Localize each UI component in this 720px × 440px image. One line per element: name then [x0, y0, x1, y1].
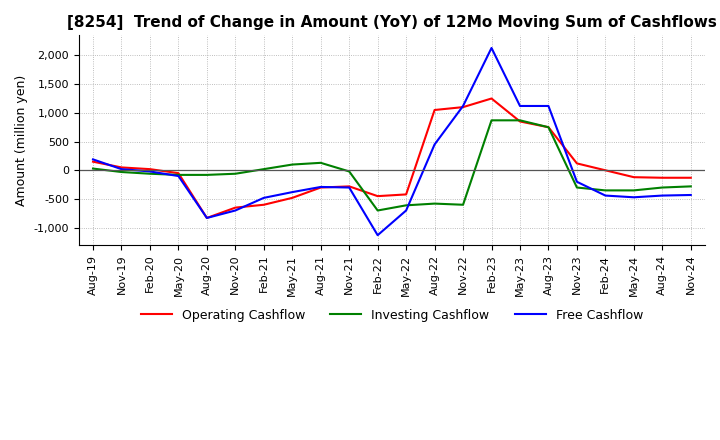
Operating Cashflow [374, 194, 382, 199]
Operating Cashflow [459, 104, 467, 110]
Operating Cashflow [288, 195, 297, 201]
Operating Cashflow [431, 107, 439, 113]
Free Cashflow [459, 103, 467, 109]
Operating Cashflow [629, 175, 638, 180]
Operating Cashflow [345, 184, 354, 189]
Investing Cashflow [686, 184, 695, 189]
Operating Cashflow [544, 125, 553, 130]
Free Cashflow [402, 208, 410, 213]
Free Cashflow [431, 142, 439, 147]
Operating Cashflow [202, 215, 211, 220]
Investing Cashflow [658, 185, 667, 190]
Free Cashflow [686, 192, 695, 198]
Investing Cashflow [487, 117, 496, 123]
Investing Cashflow [572, 185, 581, 190]
Investing Cashflow [231, 171, 240, 176]
Free Cashflow [174, 173, 183, 179]
Investing Cashflow [117, 169, 126, 175]
Line: Investing Cashflow: Investing Cashflow [93, 120, 690, 210]
Operating Cashflow [487, 96, 496, 101]
Free Cashflow [288, 190, 297, 195]
Investing Cashflow [202, 172, 211, 177]
Investing Cashflow [174, 172, 183, 177]
Investing Cashflow [601, 188, 610, 193]
Operating Cashflow [402, 192, 410, 197]
Free Cashflow [487, 45, 496, 51]
Free Cashflow [601, 193, 610, 198]
Free Cashflow [202, 215, 211, 220]
Line: Operating Cashflow: Operating Cashflow [93, 99, 690, 218]
Free Cashflow [117, 166, 126, 172]
Operating Cashflow [601, 168, 610, 173]
Free Cashflow [658, 193, 667, 198]
Free Cashflow [231, 208, 240, 213]
Line: Free Cashflow: Free Cashflow [93, 48, 690, 235]
Free Cashflow [572, 179, 581, 184]
Free Cashflow [629, 194, 638, 200]
Free Cashflow [345, 185, 354, 190]
Legend: Operating Cashflow, Investing Cashflow, Free Cashflow: Operating Cashflow, Investing Cashflow, … [135, 304, 648, 327]
Title: [8254]  Trend of Change in Amount (YoY) of 12Mo Moving Sum of Cashflows: [8254] Trend of Change in Amount (YoY) o… [67, 15, 717, 30]
Operating Cashflow [658, 175, 667, 180]
Free Cashflow [89, 157, 97, 162]
Investing Cashflow [288, 162, 297, 167]
Free Cashflow [145, 169, 154, 174]
Investing Cashflow [345, 169, 354, 174]
Operating Cashflow [572, 161, 581, 166]
Free Cashflow [316, 184, 325, 190]
Operating Cashflow [316, 185, 325, 190]
Operating Cashflow [117, 165, 126, 170]
Free Cashflow [374, 233, 382, 238]
Investing Cashflow [316, 160, 325, 165]
Operating Cashflow [145, 166, 154, 172]
Investing Cashflow [516, 117, 524, 123]
Investing Cashflow [259, 166, 268, 172]
Investing Cashflow [89, 166, 97, 171]
Operating Cashflow [259, 202, 268, 207]
Y-axis label: Amount (million yen): Amount (million yen) [15, 74, 28, 206]
Investing Cashflow [145, 171, 154, 176]
Free Cashflow [259, 195, 268, 201]
Investing Cashflow [629, 188, 638, 193]
Investing Cashflow [544, 125, 553, 130]
Free Cashflow [544, 103, 553, 109]
Investing Cashflow [402, 203, 410, 208]
Operating Cashflow [686, 175, 695, 180]
Free Cashflow [516, 103, 524, 109]
Investing Cashflow [459, 202, 467, 207]
Operating Cashflow [516, 119, 524, 124]
Investing Cashflow [374, 208, 382, 213]
Operating Cashflow [231, 205, 240, 210]
Operating Cashflow [174, 171, 183, 176]
Operating Cashflow [89, 159, 97, 164]
Investing Cashflow [431, 201, 439, 206]
